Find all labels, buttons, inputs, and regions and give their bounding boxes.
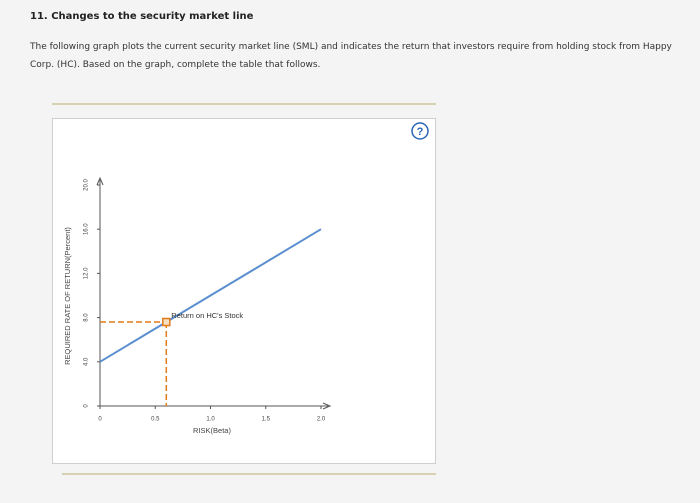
point-label: Return on HC's Stock <box>171 311 243 320</box>
help-icon[interactable]: ? <box>417 126 424 138</box>
y-tick-label: 8.0 <box>84 313 90 322</box>
y-tick-label: 0 <box>84 404 90 408</box>
y-axis-label: REQUIRED RATE OF RETURN(Percent) <box>63 227 72 365</box>
question-text: The following graph plots the current se… <box>30 42 672 70</box>
y-axis-arrow <box>96 176 104 186</box>
y-tick-label: 20.0 <box>84 179 90 191</box>
help-button[interactable] <box>411 122 429 140</box>
x-tick-label: 0 <box>98 417 102 423</box>
x-tick-label: 2.0 <box>317 417 326 423</box>
x-tick-label: 1.5 <box>262 417 271 423</box>
divider <box>62 473 436 475</box>
y-tick-label: 4.0 <box>84 357 90 366</box>
y-tick-label: 12.0 <box>84 267 90 279</box>
divider <box>52 103 436 105</box>
question-title: 11. Changes to the security market line <box>30 11 254 22</box>
hc-point <box>162 317 171 327</box>
sml-line <box>99 228 322 363</box>
x-axis-arrow <box>322 402 332 410</box>
x-tick-label: 1.0 <box>206 417 215 423</box>
x-tick-label: 0.5 <box>151 417 160 423</box>
y-tick-label: 16.0 <box>84 223 90 235</box>
x-axis-label: RISK(Beta) <box>193 426 231 435</box>
